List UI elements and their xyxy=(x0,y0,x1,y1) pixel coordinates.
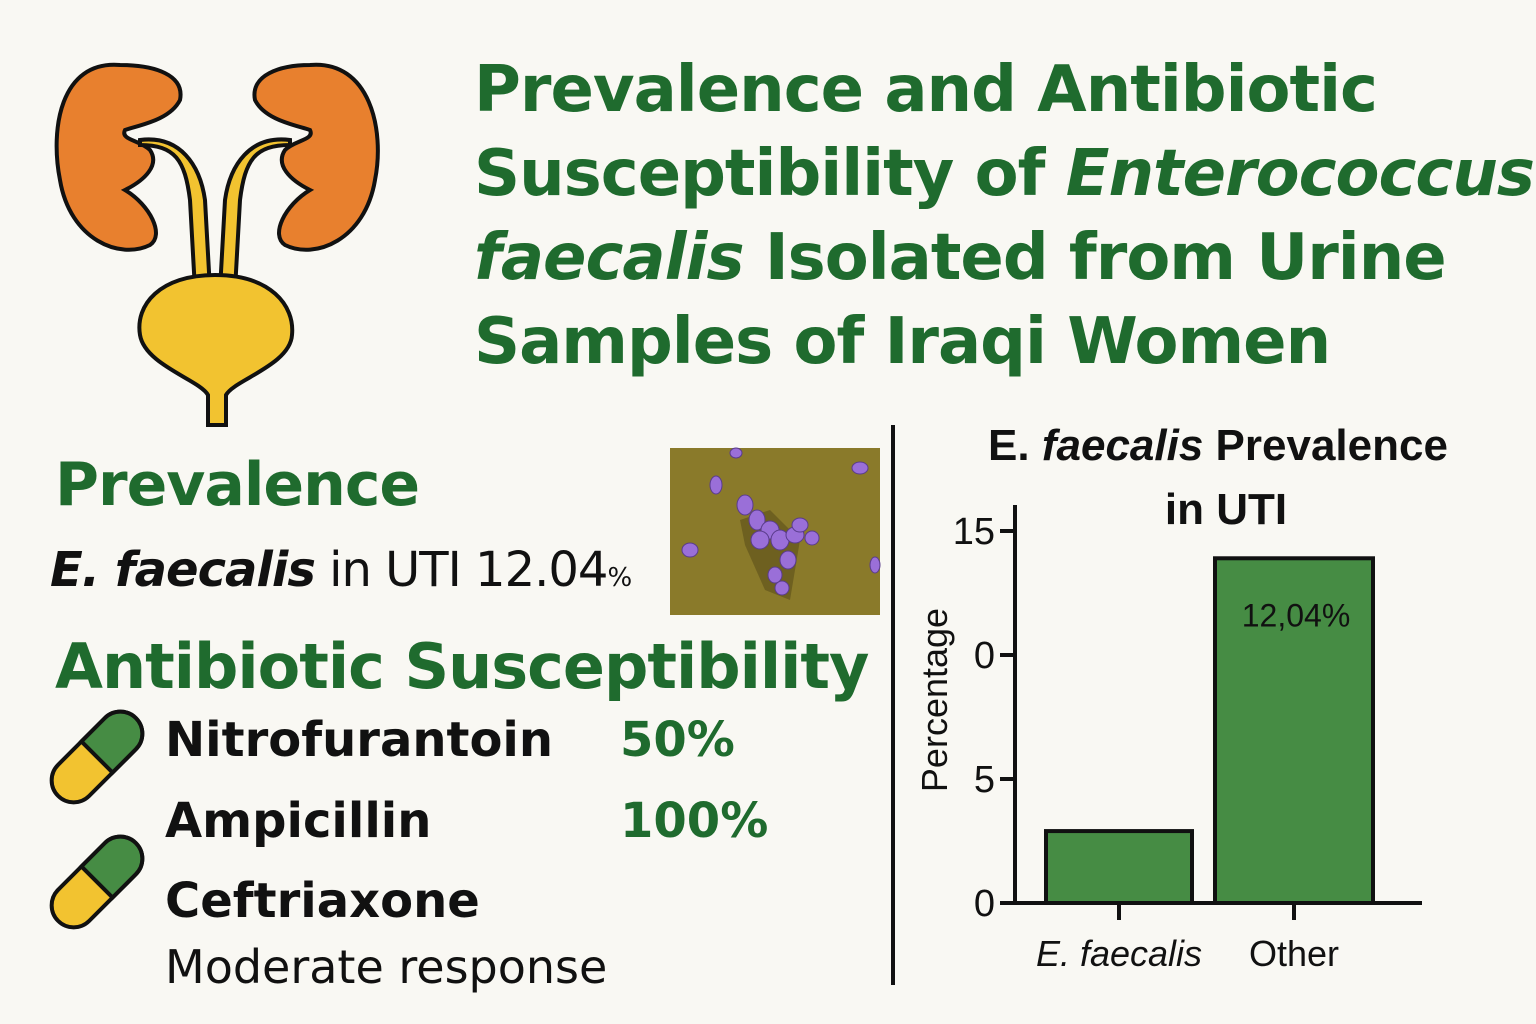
drug-name: Ceftriaxone xyxy=(165,873,480,929)
y-tick-label: 0 xyxy=(974,635,995,677)
prevalence-bar-chart: Percentage E. faecalis Prevalence in UTI… xyxy=(914,421,1448,974)
susceptibility-heading: Antibiotic Susceptibility xyxy=(55,630,869,703)
bar xyxy=(1044,829,1194,906)
title-line: Prevalence and Antibiotic xyxy=(474,53,1378,127)
drug-value: 100% xyxy=(620,793,769,849)
chart-title: E. faecalis Prevalence xyxy=(988,421,1448,470)
drug-name: Nitrofurantoin xyxy=(165,712,554,768)
page-title: Prevalence and Antibiotic Susceptibility… xyxy=(474,48,1535,384)
drug-name: Ampicillin xyxy=(165,793,432,849)
drug-note: Moderate response xyxy=(165,940,608,994)
prevalence-heading: Prevalence xyxy=(55,450,420,520)
bacteria-micrograph-image xyxy=(670,447,881,615)
prevalence-stat: E. faecalis in UTI 12.04% xyxy=(50,542,632,598)
chart-title-line2: in UTI xyxy=(1165,485,1287,534)
x-tick-label: E. faecalis xyxy=(1036,933,1202,974)
pill-icon xyxy=(49,709,145,805)
title-line: Susceptibility of Enterococcus xyxy=(474,137,1535,211)
pill-icon xyxy=(49,834,145,930)
bar xyxy=(1213,556,1375,906)
drug-value: 50% xyxy=(620,712,735,768)
title-line: faecalis Isolated from Urine xyxy=(474,221,1447,295)
y-tick-label: 15 xyxy=(953,511,995,553)
title-line: Samples of Iraqi Women xyxy=(474,305,1331,379)
y-axis-label: Percentage xyxy=(914,608,955,792)
y-tick-label: 0 xyxy=(974,883,995,925)
x-tick-label: Other xyxy=(1249,933,1339,974)
data-label: 12,04% xyxy=(1242,597,1351,633)
bladder-icon xyxy=(137,137,295,427)
y-tick-label: 5 xyxy=(974,759,995,801)
kidney-icon xyxy=(54,62,380,252)
